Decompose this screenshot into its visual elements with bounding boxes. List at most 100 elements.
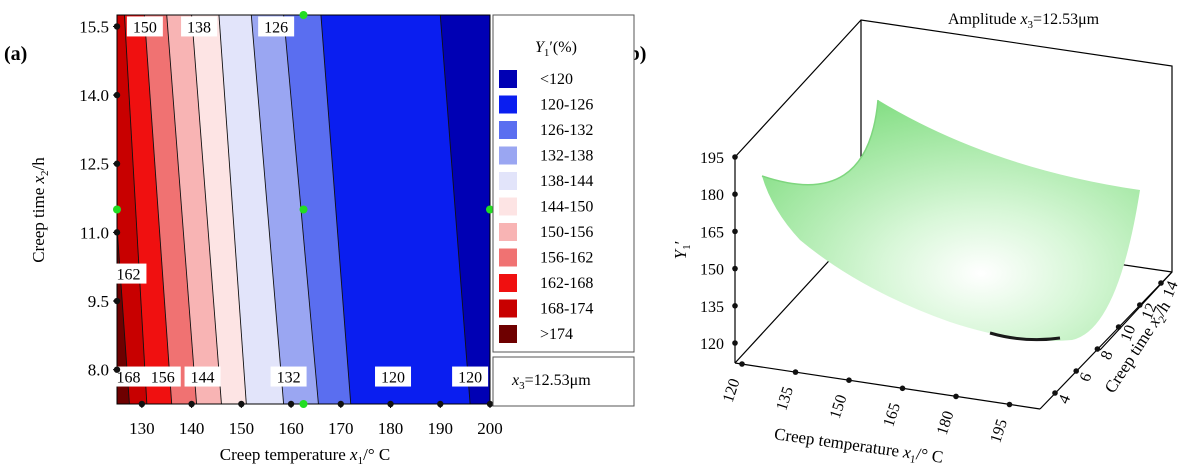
x3d-tick-label: 150 [827, 393, 851, 421]
y3d-axis-label: Creep time x2/h [1101, 297, 1177, 398]
legend-swatch [499, 146, 517, 165]
legend-swatch [499, 248, 517, 267]
design-point [113, 205, 121, 214]
annotation: x3=12.53μm [492, 356, 635, 407]
legend-swatch [499, 197, 517, 216]
x-axis-point [238, 400, 245, 408]
legend-swatch [499, 172, 517, 190]
contour-label: 120 [452, 366, 489, 387]
design-point [299, 205, 308, 214]
y3d-tick-label: 10 [1118, 323, 1140, 344]
z-tick-point [732, 303, 738, 309]
legend-label: >174 [540, 326, 573, 343]
x-axis-point [188, 400, 195, 408]
design-points [113, 11, 494, 408]
legend-label: 138-144 [540, 173, 593, 190]
contour-plot: 150 138 126 162 168 156 144 132 120 120 130 140 150… [29, 11, 635, 467]
contour-line [320, 15, 352, 404]
contour-label: 144 [184, 366, 221, 387]
legend-swatch [499, 325, 517, 343]
contour-label-text: 168 [116, 370, 140, 387]
y3d-tick-point [1115, 324, 1122, 330]
legend-entries: <120 120-126 126-132 132-138 138-144 144-150 1… [499, 70, 593, 343]
y-tick-label: 9.5 [88, 292, 109, 311]
z-tick-label: 120 [700, 336, 724, 353]
z-tick-point [732, 154, 738, 160]
contour-line [218, 15, 247, 404]
legend-swatch [499, 95, 517, 114]
contour-label: 132 [270, 366, 307, 387]
x3d-tick-label: 165 [880, 401, 904, 429]
legend-entry: 144-150 [499, 197, 593, 216]
contour-label: 162 [110, 263, 147, 284]
design-point [299, 400, 308, 408]
y3d-tick-point [1073, 368, 1079, 374]
legend-entry: 132-138 [499, 146, 593, 165]
contour-label-bg [144, 366, 181, 387]
x3d-tick-label: 135 [773, 385, 797, 413]
contour-label-bg [375, 366, 412, 387]
contour-label-bg [270, 366, 307, 387]
contour-label: 168 [110, 366, 147, 387]
contour-label-bg [181, 16, 218, 37]
contour-lines [117, 15, 471, 404]
surface-plot: 120 135 150 165 180 195 120 135 150 165 180 195 46… [671, 11, 1182, 467]
legend-label: 156-162 [540, 250, 593, 267]
x3d-tick-point [846, 377, 852, 384]
contour-line [117, 220, 130, 404]
contour-label-text: 150 [133, 19, 157, 36]
annotation-text: x3=12.53μm [511, 372, 591, 392]
x3d-tick-point [953, 393, 959, 400]
legend-entry: <120 [499, 70, 573, 88]
legend-entry: >174 [499, 325, 573, 343]
z-tick-label: 150 [700, 262, 724, 279]
legend-swatch [499, 223, 517, 241]
legend-label: 144-150 [540, 199, 593, 216]
y-axis-label: Creep time x2/h [29, 157, 51, 263]
contour-label: 120 [375, 366, 412, 387]
legend-entry: 150-156 [499, 223, 593, 241]
contour-labels: 150 138 126 162 168 156 144 132 120 120 [110, 16, 489, 387]
x3d-tick-label: 180 [934, 409, 958, 437]
contour-label-text: 144 [191, 370, 215, 387]
z-tick-label: 180 [700, 187, 724, 204]
x3d-tick-point [739, 361, 745, 367]
y3d-tick-label: 14 [1160, 279, 1182, 300]
contour-line [124, 15, 148, 404]
y3d-tick-point [1094, 346, 1101, 352]
y-axis-point [113, 229, 121, 236]
contour-label-text: 156 [151, 370, 175, 387]
contour-label-text: 162 [116, 267, 140, 284]
y-axis-point [113, 297, 121, 305]
surface-rim [761, 99, 879, 186]
y3d-tick-label: 6 [1077, 370, 1096, 384]
legend-label: 150-156 [540, 224, 593, 241]
y3d-tick-point [1052, 390, 1058, 396]
annotation-box [492, 356, 635, 407]
contour-label-bg [258, 16, 295, 37]
y3d-tick-label: 8 [1098, 348, 1117, 362]
contour-line [439, 15, 471, 404]
contour-label-bg [126, 16, 163, 37]
contour-label: 126 [258, 16, 295, 37]
y-tick-label: 8.0 [88, 361, 109, 380]
contour-label-text: 132 [277, 370, 301, 387]
legend-entry: 126-132 [499, 121, 593, 139]
box-back-frame [734, 19, 1173, 351]
y-axis-line [1039, 271, 1173, 410]
legend-label: 120-126 [540, 97, 593, 114]
x-tick-label: 160 [278, 419, 304, 438]
legend-entry: 162-168 [499, 274, 593, 292]
legend-label: <120 [540, 71, 573, 88]
x-tick-label: 190 [428, 419, 454, 438]
x3d-tick-label: 120 [720, 377, 744, 405]
contour-label-text: 138 [187, 19, 211, 36]
x-tick-label: 200 [477, 419, 503, 438]
contour-label-text: 120 [381, 370, 405, 387]
legend-label: 126-132 [540, 122, 593, 139]
x-axis-point [437, 400, 444, 408]
z-tick-label: 195 [700, 150, 724, 167]
x-axis-point [287, 400, 295, 408]
contour-line [250, 15, 285, 404]
contour-line [143, 15, 173, 404]
